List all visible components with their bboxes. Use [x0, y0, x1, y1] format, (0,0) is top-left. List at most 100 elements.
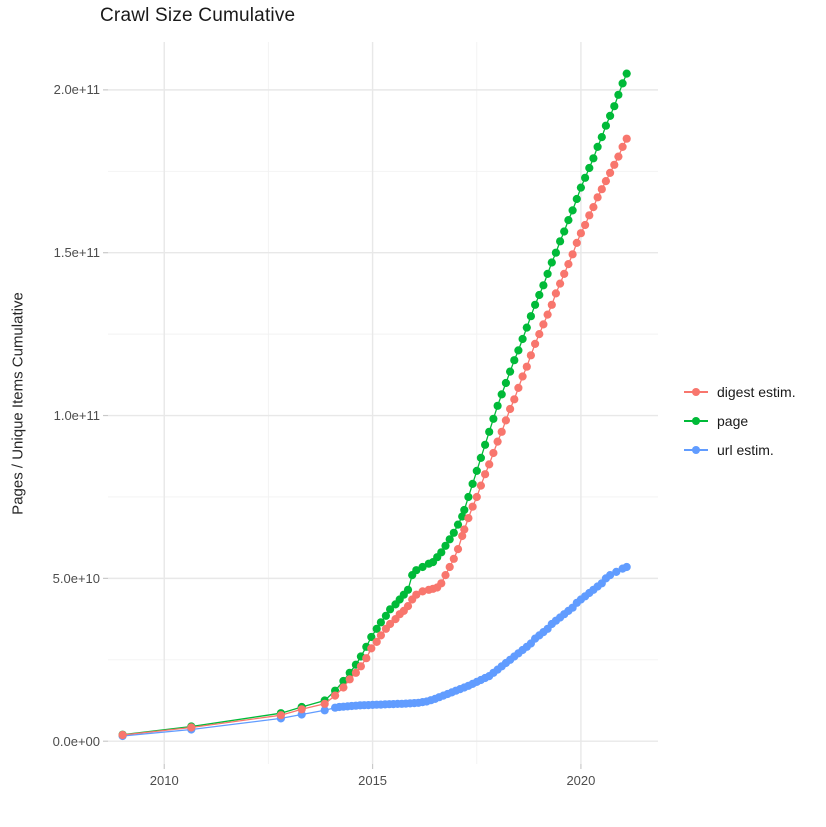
- x-tick-label: 2010: [149, 773, 179, 788]
- series-point-page: [476, 453, 485, 462]
- series-point-digest-estim: [547, 300, 556, 309]
- series-point-digest-estim: [458, 531, 467, 541]
- series-point-page: [551, 248, 561, 257]
- legend: digest estim. page url estim.: [684, 377, 796, 464]
- series-point-digest-estim: [622, 134, 631, 143]
- series-point-digest-estim: [601, 177, 611, 186]
- series-point-digest-estim: [572, 238, 581, 247]
- series-point-digest-estim: [522, 362, 531, 371]
- series-point-page: [437, 548, 446, 557]
- series-point-digest-estim: [543, 310, 552, 319]
- legend-item-url-estim: url estim.: [684, 435, 796, 464]
- series-point-page: [449, 528, 458, 537]
- series-point-digest-estim: [351, 668, 360, 677]
- series-point-page: [497, 390, 506, 399]
- series-point-digest-estim: [412, 590, 421, 599]
- series-point-digest-estim: [386, 619, 395, 629]
- series-point-url-estim: [320, 706, 329, 715]
- series-point-digest-estim: [551, 289, 561, 298]
- series-point-digest-estim: [449, 554, 458, 563]
- legend-label-page: page: [717, 412, 749, 429]
- series-point-digest-estim: [568, 250, 577, 259]
- series-point-page: [610, 102, 619, 111]
- series-point-page: [441, 541, 450, 550]
- legend-key-url-estim-icon: [684, 441, 708, 458]
- series-point-digest-estim: [441, 571, 450, 580]
- series-point-digest-estim: [372, 637, 381, 647]
- series-point-digest-estim: [485, 460, 494, 469]
- series-point-digest-estim: [367, 644, 376, 653]
- series-point-digest-estim: [187, 723, 196, 732]
- series-point-digest-estim: [506, 404, 515, 414]
- series-point-digest-estim: [445, 562, 454, 572]
- series-point-page: [518, 334, 527, 344]
- y-tick-label: 0.0e+00: [52, 733, 100, 749]
- series-point-page: [581, 173, 590, 182]
- series-point-page: [535, 290, 544, 300]
- series-point-digest-estim: [618, 142, 627, 151]
- series-point-digest-estim: [518, 372, 527, 381]
- series-point-digest-estim: [356, 662, 365, 671]
- series-point-digest-estim: [597, 185, 606, 194]
- series-point-digest-estim: [514, 383, 523, 392]
- series-point-page: [531, 300, 540, 309]
- legend-item-page: page: [684, 406, 796, 435]
- series-point-url-estim: [606, 571, 615, 580]
- series-point-digest-estim: [464, 514, 473, 523]
- series-line-url-estim: [122, 566, 627, 737]
- legend-key-digest-estim-icon: [684, 383, 708, 400]
- series-point-page: [568, 206, 577, 215]
- series-point-digest-estim: [556, 279, 565, 288]
- series-point-url-estim: [622, 562, 631, 572]
- series-point-page: [510, 356, 519, 365]
- series-point-page: [481, 440, 490, 449]
- series-point-digest-estim: [297, 705, 306, 714]
- series-point-digest-estim: [320, 699, 329, 708]
- series-point-digest-estim: [610, 160, 619, 169]
- legend-label-url-estim: url estim.: [717, 441, 774, 458]
- series-point-page: [464, 492, 473, 502]
- y-tick-label: 2.0e+11: [53, 82, 100, 98]
- series-point-page: [412, 566, 421, 575]
- series-point-page: [345, 668, 354, 677]
- series-point-digest-estim: [437, 579, 446, 588]
- series-point-digest-estim: [535, 330, 544, 339]
- legend-item-digest-estim: digest estim.: [684, 377, 796, 406]
- series-point-digest-estim: [593, 193, 602, 202]
- series-point-digest-estim: [606, 168, 615, 177]
- series-point-digest-estim: [331, 691, 340, 700]
- series-point-page: [468, 479, 477, 488]
- series-point-digest-estim: [468, 502, 477, 511]
- series-point-digest-estim: [510, 395, 519, 404]
- series-point-page: [381, 611, 390, 620]
- series-point-digest-estim: [276, 711, 285, 720]
- series-point-digest-estim: [376, 631, 385, 640]
- series-point-page: [403, 585, 413, 594]
- series-point-digest-estim: [418, 587, 427, 596]
- series-line-digest-estim: [122, 138, 628, 736]
- series-point-digest-estim: [362, 654, 371, 663]
- series-point-page: [614, 90, 623, 99]
- series-point-page: [386, 605, 395, 614]
- x-tick-label: 2015: [358, 773, 388, 788]
- series-point-digest-estim: [118, 730, 127, 740]
- series-point-page: [589, 154, 598, 163]
- series-point-page: [572, 194, 581, 204]
- series-point-digest-estim: [614, 152, 623, 161]
- series-point-page: [367, 632, 376, 642]
- series-point-digest-estim: [476, 481, 485, 490]
- series-point-digest-estim: [472, 492, 481, 502]
- series-point-page: [597, 133, 606, 142]
- series-point-page: [514, 346, 523, 355]
- series-point-digest-estim: [539, 320, 548, 329]
- series-point-digest-estim: [564, 260, 573, 269]
- series-point-page: [522, 323, 531, 332]
- series-point-url-estim: [612, 567, 621, 577]
- series-point-page: [418, 562, 427, 572]
- series-point-digest-estim: [489, 448, 498, 458]
- series-point-page: [601, 121, 611, 130]
- y-tick-label: 5.0e+10: [52, 570, 100, 586]
- series-point-page: [543, 269, 552, 278]
- series-point-digest-estim: [560, 269, 569, 278]
